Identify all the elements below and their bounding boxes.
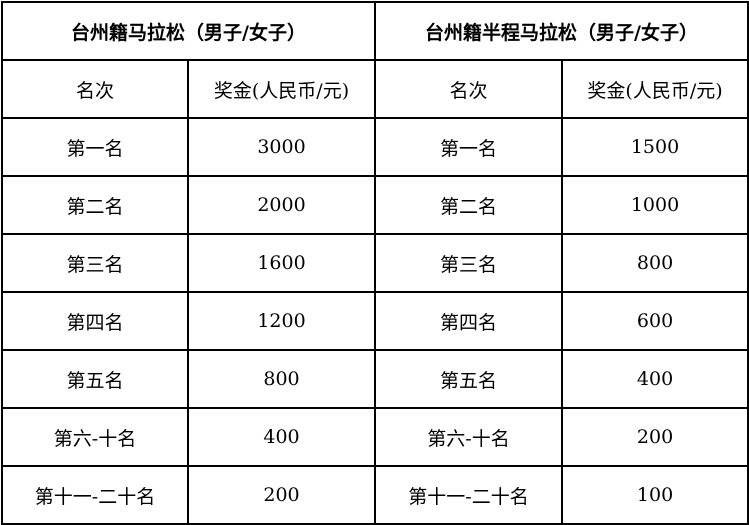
table-row: 第三名 1600 第三名 800	[1, 233, 749, 293]
prize-cell: 3000	[186, 117, 377, 177]
title-row: 台州籍马拉松（男子/女子） 台州籍半程马拉松（男子/女子）	[0, 1, 749, 61]
prize-cell: 200	[561, 407, 749, 467]
table-row: 第四名 1200 第四名 600	[1, 291, 749, 351]
prize-header: 奖金(人民币/元)	[186, 59, 377, 119]
half-marathon-title: 台州籍半程马拉松（男子/女子）	[374, 1, 749, 61]
rank-cell: 第三名	[374, 233, 564, 293]
rank-cell: 第三名	[1, 233, 189, 293]
table-row: 第六-十名 400 第六-十名 200	[1, 407, 749, 467]
prize-cell: 400	[186, 407, 377, 467]
prize-cell: 1600	[186, 233, 377, 293]
rank-cell: 第一名	[374, 117, 564, 177]
rank-cell: 第十一-二十名	[374, 465, 564, 525]
prize-cell: 1000	[561, 175, 749, 235]
rank-cell: 第六-十名	[374, 407, 564, 467]
prize-cell: 1500	[561, 117, 749, 177]
rank-cell: 第四名	[374, 291, 564, 351]
prize-cell: 200	[186, 465, 377, 525]
rank-cell: 第四名	[1, 291, 189, 351]
rank-header: 名次	[1, 59, 189, 119]
prize-cell: 800	[561, 233, 749, 293]
prize-cell: 800	[186, 349, 377, 409]
marathon-title: 台州籍马拉松（男子/女子）	[0, 1, 377, 61]
prize-header: 奖金(人民币/元)	[561, 59, 749, 119]
table-row: 第二名 2000 第二名 1000	[1, 175, 749, 235]
rank-cell: 第五名	[374, 349, 564, 409]
rank-cell: 第二名	[374, 175, 564, 235]
header-row: 名次 奖金(人民币/元) 名次 奖金(人民币/元)	[1, 59, 749, 119]
prize-cell: 400	[561, 349, 749, 409]
rank-header: 名次	[374, 59, 564, 119]
prize-cell: 2000	[186, 175, 377, 235]
table-row: 第一名 3000 第一名 1500	[1, 117, 749, 177]
rank-cell: 第十一-二十名	[1, 465, 189, 525]
rank-cell: 第二名	[1, 175, 189, 235]
rank-cell: 第一名	[1, 117, 189, 177]
rank-cell: 第六-十名	[1, 407, 189, 467]
prize-cell: 100	[561, 465, 749, 525]
prize-cell: 1200	[186, 291, 377, 351]
prize-cell: 600	[561, 291, 749, 351]
rank-cell: 第五名	[1, 349, 189, 409]
table-row: 第五名 800 第五名 400	[1, 349, 749, 409]
table-row: 第十一-二十名 200 第十一-二十名 100	[1, 465, 749, 525]
